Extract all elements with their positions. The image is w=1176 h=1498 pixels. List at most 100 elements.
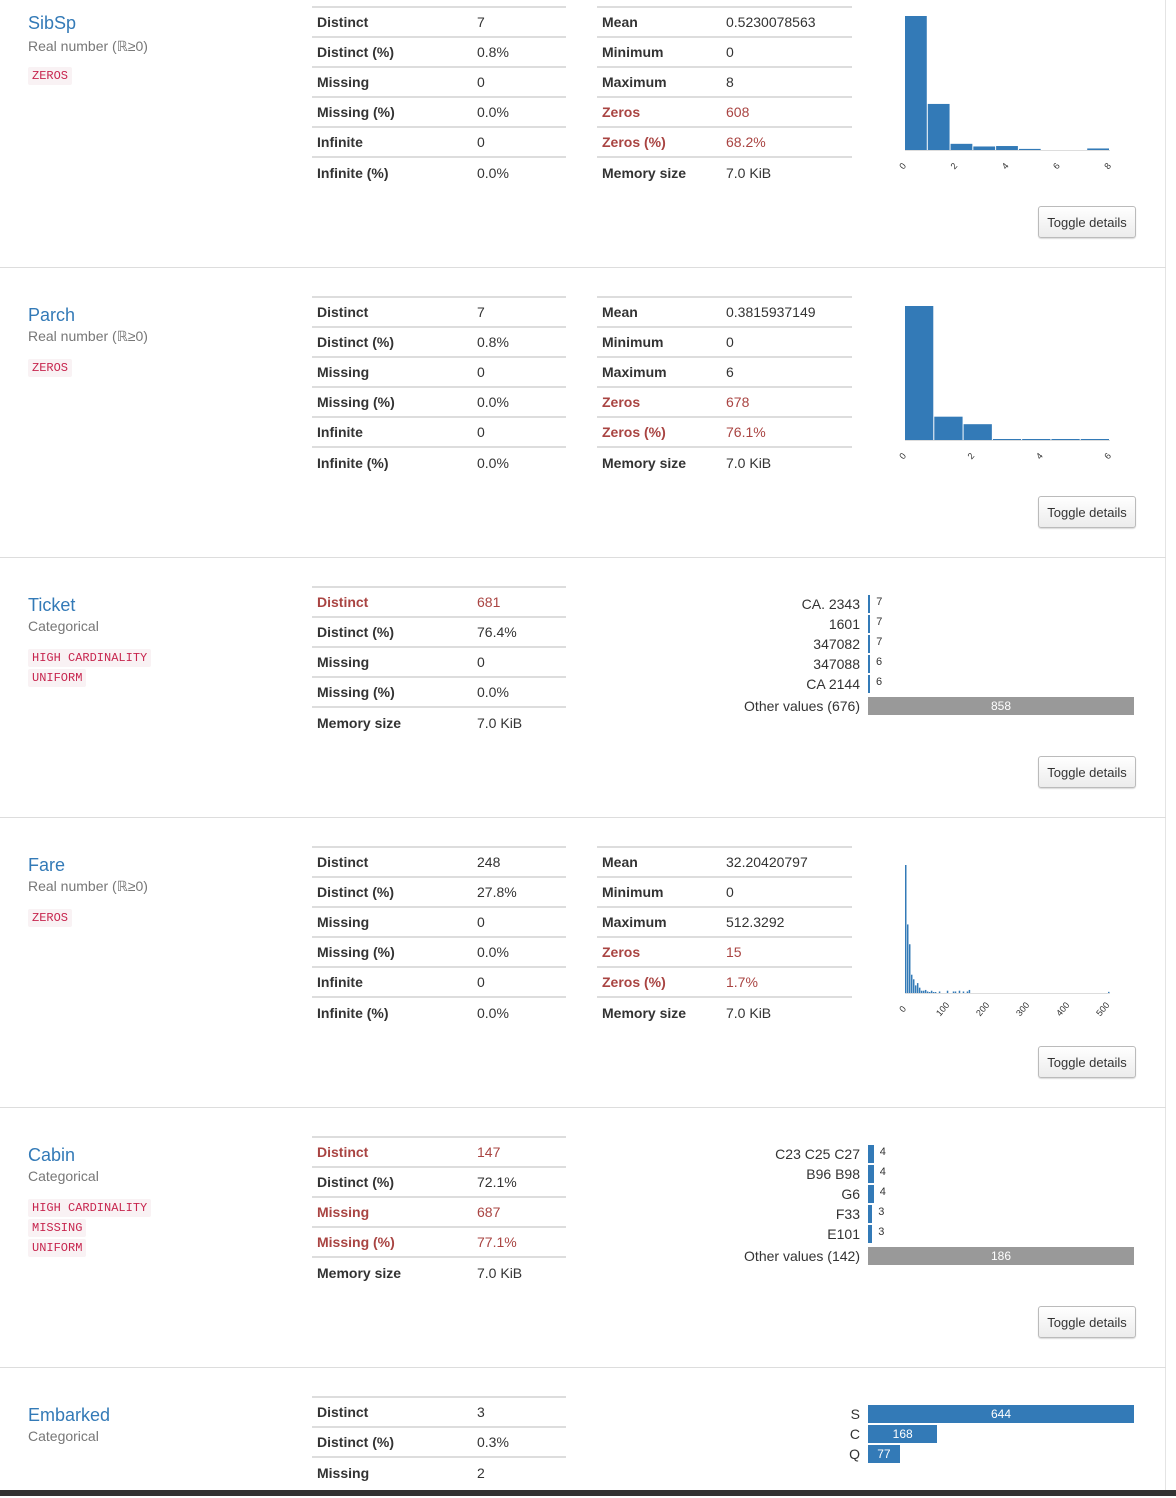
stat-label: Zeros (%)	[597, 416, 721, 447]
stat-row: Missing (%) 0.0%	[312, 676, 566, 707]
x-tick-label: 6	[1051, 161, 1062, 171]
histogram-bar	[905, 865, 907, 993]
alert-tags: ZEROS	[28, 909, 73, 929]
frequency-count: 4	[879, 1186, 886, 1198]
stat-label: Maximum	[597, 906, 721, 937]
stat-label: Distinct (%)	[312, 616, 472, 647]
stat-label: Missing (%)	[312, 936, 472, 967]
variable-name[interactable]: Embarked	[28, 1405, 111, 1425]
toggle-details-button[interactable]: Toggle details	[1038, 1046, 1136, 1078]
histogram-bar	[932, 992, 935, 993]
variable-type: Categorical	[28, 1428, 99, 1444]
frequency-count: 858	[990, 699, 1012, 713]
stat-label: Infinite	[312, 126, 472, 157]
stat-row: Missing (%) 0.0%	[312, 386, 566, 417]
frequency-row: F33 3	[700, 1204, 1140, 1224]
variable-name[interactable]: Cabin	[28, 1145, 76, 1165]
stat-value: 687	[472, 1196, 566, 1227]
stat-value: 7	[472, 296, 566, 327]
stat-value: 248	[472, 846, 566, 877]
stat-label: Zeros	[597, 96, 721, 127]
stat-value: 76.1%	[721, 416, 852, 447]
stat-row: Distinct (%) 72.1%	[312, 1166, 566, 1197]
stat-row-alert: Zeros (%) 76.1%	[597, 416, 852, 447]
stat-label: Distinct	[312, 6, 472, 37]
x-tick-label: 4	[1000, 161, 1011, 171]
stat-label: Distinct (%)	[312, 36, 472, 67]
histogram-bar	[926, 991, 929, 993]
histogram-bar	[1087, 148, 1109, 150]
stats-table-secondary: Mean 32.20420797 Minimum 0 Maximum 512.3292…	[597, 846, 852, 1027]
variable-name[interactable]: Fare	[28, 855, 66, 875]
x-tick-label: 500	[1094, 1000, 1111, 1018]
stat-row: Infinite 0	[312, 126, 566, 157]
stats-table-primary: Distinct 681 Distinct (%) 76.4% Missing 0 M…	[312, 586, 566, 737]
variable-name[interactable]: Ticket	[28, 595, 76, 615]
stat-row: Missing (%) 0.0%	[312, 96, 566, 127]
stat-label: Memory size	[597, 996, 721, 1027]
stat-label: Distinct (%)	[312, 876, 472, 907]
stat-value: 7.0 KiB	[721, 996, 852, 1027]
stat-value: 0	[472, 906, 566, 937]
stat-row: Distinct (%) 76.4%	[312, 616, 566, 647]
stat-value: 76.4%	[472, 616, 566, 647]
stat-value: 0	[472, 966, 566, 997]
frequency-chart-ticket: CA. 2343 7 1601 7 347082 7 347088 6 CA 2144 6 Othe…	[700, 586, 1140, 716]
stat-label: Minimum	[597, 876, 721, 907]
toggle-details-button[interactable]: Toggle details	[1038, 206, 1136, 238]
frequency-bar	[868, 1145, 874, 1163]
stat-label: Missing	[312, 356, 472, 387]
stat-label: Missing	[312, 1196, 472, 1227]
stat-label: Distinct (%)	[312, 326, 472, 357]
stat-value: 608	[721, 96, 852, 127]
frequency-row: 347082 7	[700, 634, 1140, 654]
stat-row: Missing 0	[312, 66, 566, 97]
histogram-bar	[1018, 148, 1041, 150]
variable-type: Real number (ℝ≥0)	[28, 328, 148, 344]
stat-row: Distinct (%) 0.8%	[312, 326, 566, 357]
frequency-bar	[868, 595, 871, 613]
histogram-bar	[996, 146, 1018, 150]
stat-value: 147	[472, 1136, 566, 1167]
stat-value: 678	[721, 386, 852, 417]
x-tick-label: 200	[974, 1000, 991, 1018]
stat-row-alert: Distinct 681	[312, 586, 566, 617]
frequency-chart-embarked: S 644 C 168 Q 77	[700, 1396, 1140, 1463]
stat-label: Distinct (%)	[312, 1426, 472, 1457]
tag-missing: MISSING	[28, 1219, 87, 1237]
stat-label: Maximum	[597, 66, 721, 97]
histogram-bar	[905, 16, 927, 150]
stat-value: 7.0 KiB	[472, 706, 566, 737]
histogram-bar	[906, 924, 909, 993]
frequency-count: 4	[879, 1146, 886, 1158]
histogram-bar	[1022, 439, 1051, 440]
x-tick-label: 300	[1014, 1000, 1031, 1018]
alert-tags: ZEROS	[28, 359, 73, 379]
stat-row: Distinct 3	[312, 1396, 566, 1427]
stat-value: 0	[472, 646, 566, 677]
stat-value: 7	[472, 6, 566, 37]
histogram-bar	[908, 944, 911, 993]
toggle-details-button[interactable]: Toggle details	[1038, 756, 1136, 788]
stat-row: Missing (%) 0.0%	[312, 936, 566, 967]
histogram-bar	[905, 306, 934, 440]
stat-value: 15	[721, 936, 852, 967]
stats-table-primary: Distinct 7 Distinct (%) 0.8% Missing 0 Miss…	[312, 6, 566, 187]
frequency-bar	[868, 635, 871, 653]
stat-row: Mean 32.20420797	[597, 846, 852, 877]
frequency-count: 77	[877, 1447, 891, 1461]
frequency-bar	[868, 655, 870, 673]
variable-name[interactable]: Parch	[28, 305, 76, 325]
frequency-row: E101 3	[700, 1224, 1140, 1244]
toggle-details-button[interactable]: Toggle details	[1038, 1306, 1136, 1338]
toggle-details-button[interactable]: Toggle details	[1038, 496, 1136, 528]
frequency-count: 7	[876, 616, 883, 628]
stat-value: 2	[472, 1456, 566, 1487]
variable-name[interactable]: SibSp	[28, 13, 77, 33]
histogram-bar	[966, 991, 969, 993]
stat-label: Missing	[312, 906, 472, 937]
histogram-bar	[962, 991, 965, 993]
stat-row: Missing 0	[312, 356, 566, 387]
stat-row: Infinite (%) 0.0%	[312, 996, 566, 1027]
